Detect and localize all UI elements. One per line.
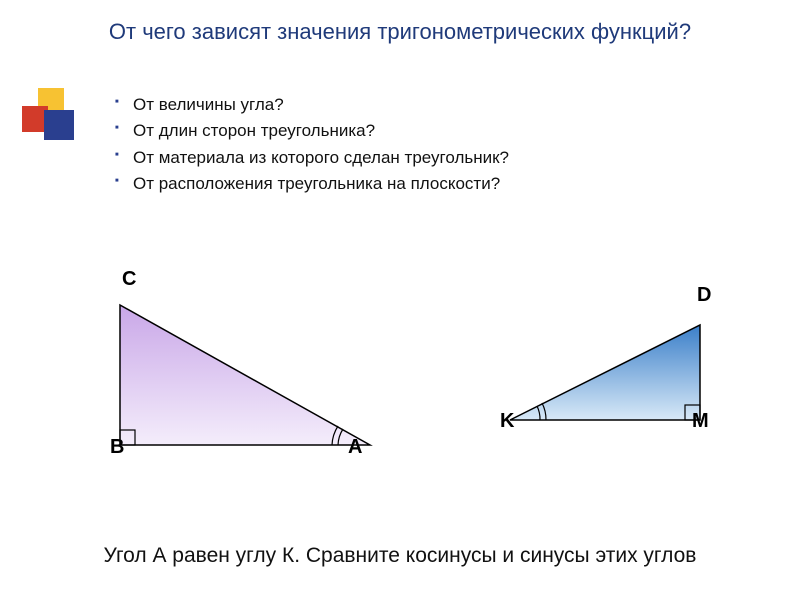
vertex-b: B [110, 436, 124, 459]
bullet-item: От величины угла? [115, 92, 509, 118]
logo-blue [44, 110, 74, 140]
vertex-d: D [697, 284, 711, 307]
vertex-k: K [500, 410, 514, 433]
triangle-abc [120, 305, 370, 445]
triangle-kdm [510, 325, 700, 420]
bullet-list: От величины угла? От длин сторон треугол… [115, 92, 509, 197]
vertex-c: C [122, 268, 136, 291]
bullet-item: От длин сторон треугольника? [115, 118, 509, 144]
bullet-item: От материала из которого сделан треуголь… [115, 145, 509, 171]
vertex-m: M [692, 410, 709, 433]
bullet-item: От расположения треугольника на плоскост… [115, 171, 509, 197]
footer-text: Угол А равен углу К. Сравните косинусы и… [0, 542, 800, 570]
logo-icon [22, 88, 82, 148]
slide-title: От чего зависят значения тригонометричес… [0, 0, 800, 57]
triangles-figure [0, 270, 800, 500]
vertex-a: A [348, 436, 362, 459]
